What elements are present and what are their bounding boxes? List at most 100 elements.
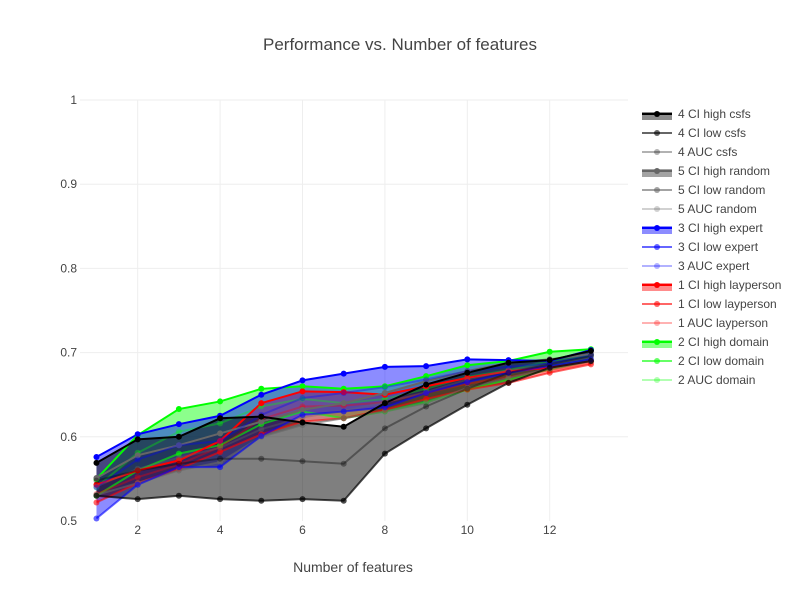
legend-marker [654, 225, 660, 231]
legend-item[interactable]: 1 CI low layperson [642, 297, 777, 311]
data-point-layperson-auc [217, 443, 224, 450]
data-point-expert-auc [505, 363, 512, 370]
legend: 4 CI high csfs 4 CI low csfs 4 AUC csfs 5 C… [642, 107, 781, 387]
data-point-expert-low [505, 369, 512, 376]
data-point-csfs-high [423, 381, 430, 388]
legend-marker [654, 168, 660, 174]
data-point-layperson-low [546, 369, 553, 376]
legend-label: 4 CI high csfs [678, 107, 751, 121]
legend-item[interactable]: 2 CI low domain [642, 354, 764, 368]
legend-item[interactable]: 3 CI low expert [642, 240, 759, 254]
data-point-random-high [381, 390, 388, 397]
legend-item[interactable]: 2 CI high domain [642, 335, 769, 349]
data-point-expert-auc [299, 395, 306, 402]
data-point-expert-auc [587, 352, 594, 359]
data-point-domain-high [464, 362, 471, 369]
legend-label: 1 AUC layperson [678, 316, 768, 330]
y-tick-label: 0.7 [60, 346, 77, 360]
data-point-domain-low [217, 442, 224, 449]
data-point-expert-auc [217, 438, 224, 445]
data-point-layperson-low [423, 395, 430, 402]
legend-label: 3 AUC expert [678, 259, 750, 273]
data-point-csfs-low [175, 492, 182, 499]
data-point-domain-high [175, 406, 182, 413]
data-point-csfs-low [464, 401, 471, 408]
legend-item[interactable]: 1 CI high layperson [642, 278, 781, 292]
data-point-csfs-high [464, 369, 471, 376]
legend-item[interactable]: 4 CI low csfs [642, 126, 746, 140]
legend-item[interactable]: 3 CI high expert [642, 221, 763, 235]
data-point-csfs-low [423, 425, 430, 432]
legend-label: 2 CI low domain [678, 354, 764, 368]
data-point-csfs-high [258, 413, 265, 420]
data-point-csfs-auc [381, 425, 388, 432]
data-point-expert-low [93, 515, 100, 522]
data-point-expert-low [217, 464, 224, 471]
data-point-csfs-low [299, 496, 306, 503]
data-point-csfs-auc [340, 460, 347, 467]
data-point-csfs-auc [587, 352, 594, 359]
data-point-csfs-auc [175, 460, 182, 467]
legend-marker [654, 244, 660, 250]
data-point-expert-low [423, 390, 430, 397]
legend-item[interactable]: 5 CI low random [642, 183, 765, 197]
x-tick-label: 10 [461, 523, 475, 537]
data-point-domain-auc [217, 420, 224, 427]
data-point-csfs-auc [217, 455, 224, 462]
x-axis-title: Number of features [293, 559, 413, 575]
data-point-domain-high [423, 373, 430, 380]
data-point-expert-auc [381, 384, 388, 391]
legend-item[interactable]: 2 AUC domain [642, 373, 755, 387]
legend-marker [654, 320, 660, 326]
legend-item[interactable]: 4 AUC csfs [642, 145, 737, 159]
point-layer [93, 346, 594, 522]
x-tick-label: 6 [299, 523, 306, 537]
legend-label: 5 CI high random [678, 164, 770, 178]
legend-label: 1 CI high layperson [678, 278, 781, 292]
data-point-csfs-low [546, 364, 553, 371]
legend-item[interactable]: 5 CI high random [642, 164, 770, 178]
legend-marker [654, 130, 660, 136]
data-point-expert-high [93, 454, 100, 461]
legend-marker [654, 339, 660, 345]
data-point-expert-low [464, 379, 471, 386]
data-point-csfs-low [258, 497, 265, 504]
data-point-csfs-low [505, 379, 512, 386]
x-tick-label: 8 [382, 523, 389, 537]
data-point-csfs-auc [505, 369, 512, 376]
data-point-random-low [340, 415, 347, 422]
y-tick-label: 0.6 [60, 430, 77, 444]
data-point-expert-high [423, 363, 430, 370]
data-point-layperson-high [93, 481, 100, 488]
legend-marker [654, 263, 660, 269]
data-point-csfs-high [546, 357, 553, 364]
data-point-csfs-auc [464, 385, 471, 392]
legend-label: 3 CI low expert [678, 240, 759, 254]
legend-label: 2 AUC domain [678, 373, 755, 387]
data-point-expert-high [340, 370, 347, 377]
legend-item[interactable]: 3 AUC expert [642, 259, 750, 273]
data-point-layperson-high [134, 467, 141, 474]
legend-marker [654, 187, 660, 193]
data-point-expert-high [299, 377, 306, 384]
legend-marker [654, 149, 660, 155]
legend-item[interactable]: 5 AUC random [642, 202, 757, 216]
legend-marker [654, 282, 660, 288]
data-point-domain-high [381, 383, 388, 390]
legend-label: 3 CI high expert [678, 221, 763, 235]
y-tick-label: 0.9 [60, 177, 77, 191]
data-point-expert-auc [340, 390, 347, 397]
data-point-random-high [258, 418, 265, 425]
legend-item[interactable]: 4 CI high csfs [642, 107, 751, 121]
data-point-expert-high [464, 356, 471, 363]
data-point-expert-low [258, 432, 265, 439]
legend-marker [654, 206, 660, 212]
legend-item[interactable]: 1 AUC layperson [642, 316, 768, 330]
data-point-random-high [217, 430, 224, 437]
legend-marker [654, 358, 660, 364]
data-point-layperson-low [217, 448, 224, 455]
data-point-expert-high [258, 391, 265, 398]
y-tick-label: 1 [70, 93, 77, 107]
data-point-expert-low [299, 411, 306, 418]
